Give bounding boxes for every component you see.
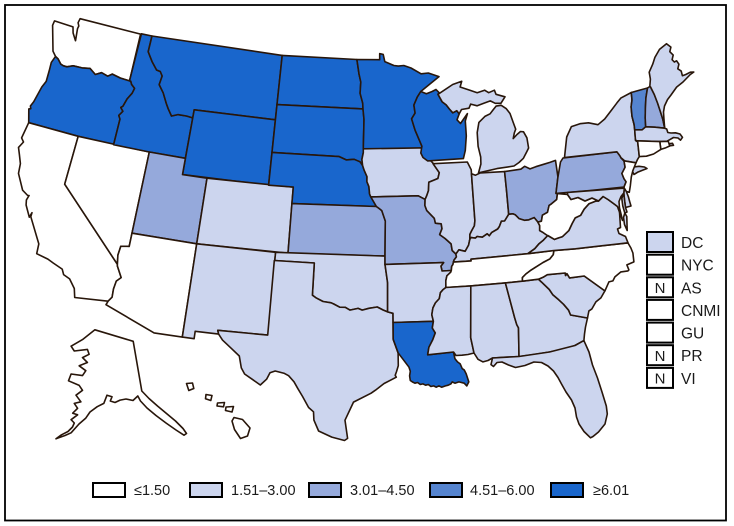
svg-text:1.51–3.00: 1.51–3.00 [231,483,296,499]
svg-text:4.51–6.00: 4.51–6.00 [470,483,535,499]
svg-text:PR: PR [681,348,703,365]
svg-text:≥6.01: ≥6.01 [593,483,629,499]
svg-text:N: N [655,348,666,365]
svg-text:NYC: NYC [681,258,714,275]
svg-text:DC: DC [681,235,703,252]
svg-text:≤1.50: ≤1.50 [134,483,170,499]
svg-text:3.01–4.50: 3.01–4.50 [350,483,415,499]
svg-text:VI: VI [681,371,696,388]
svg-text:CNMI: CNMI [681,303,721,320]
svg-text:N: N [655,370,666,387]
svg-text:N: N [655,280,666,297]
svg-text:GU: GU [681,326,704,343]
svg-text:AS: AS [681,280,702,297]
